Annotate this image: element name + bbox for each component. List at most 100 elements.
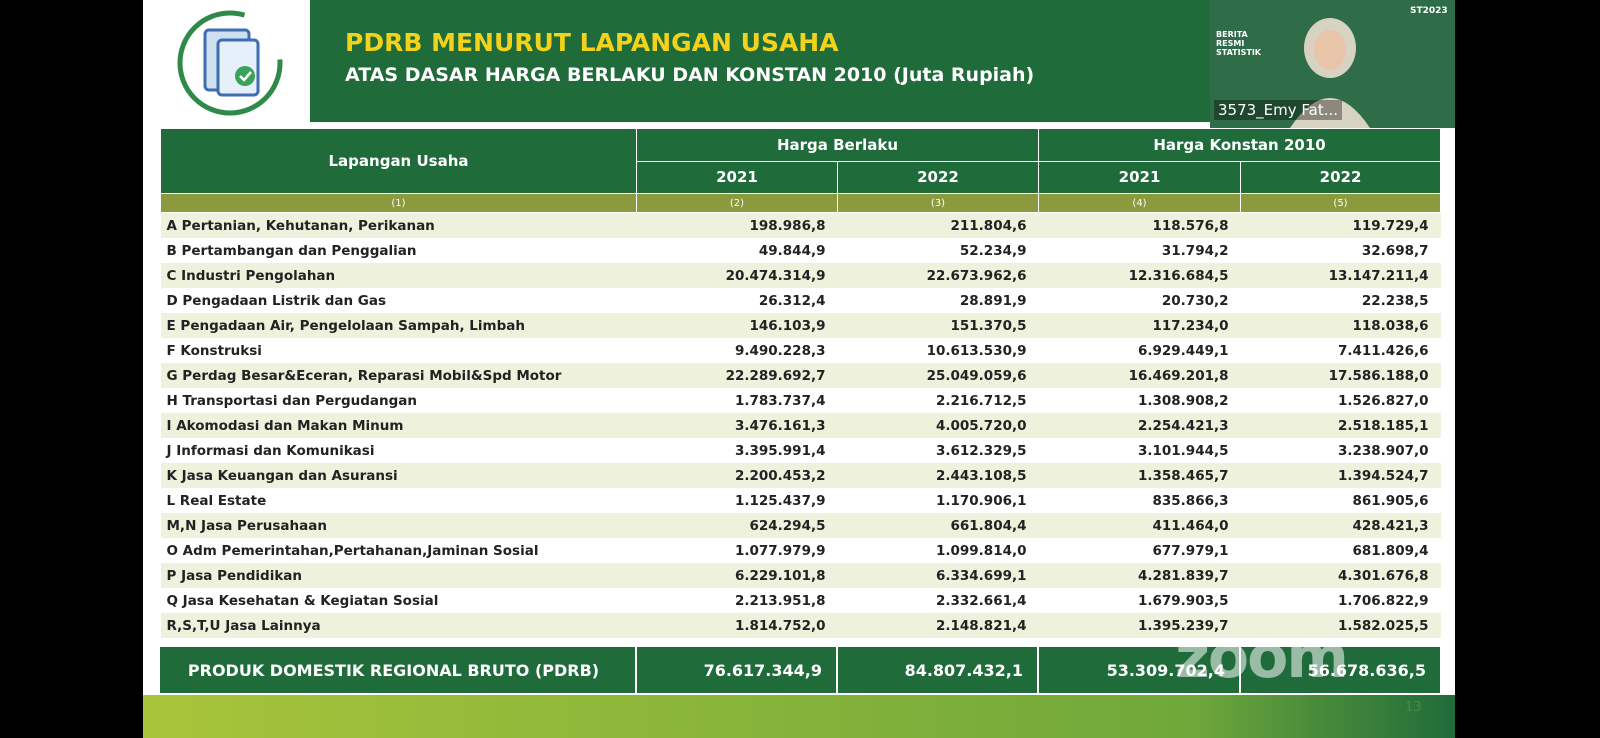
row-label: Q Jasa Kesehatan & Kegiatan Sosial xyxy=(166,592,439,609)
value-cell: 2.254.421,3 xyxy=(1038,413,1241,438)
value-cell: 1.077.979,9 xyxy=(734,542,826,559)
value-cell: 1.358.465,7 xyxy=(1038,463,1241,488)
table-row: R,S,T,U Jasa Lainnya 1.814.752,0 2.148.821… xyxy=(160,613,1441,638)
value-cell: 12.316.684,5 xyxy=(1038,263,1241,288)
row-label: K Jasa Keuangan dan Asuransi xyxy=(160,463,637,488)
value-cell: 26.312,4 xyxy=(758,292,826,309)
column-number: (3) xyxy=(836,193,1040,213)
row-label: L Real Estate xyxy=(166,492,267,509)
total-row: PRODUK DOMESTIK REGIONAL BRUTO (PDRB) 76.… xyxy=(160,647,1440,693)
value-cell: 4.005.720,0 xyxy=(837,413,1039,438)
value-cell: 32.698,7 xyxy=(1361,242,1429,259)
total-value: 84.807.432,1 xyxy=(836,647,1038,693)
value-cell: 2.200.453,2 xyxy=(636,463,838,488)
row-label: M,N Jasa Perusahaan xyxy=(160,513,637,538)
table-row: A Pertanian, Kehutanan, Perikanan 198.986… xyxy=(160,212,1441,238)
year-header: 2021 xyxy=(636,160,838,194)
table-row: B Pertambangan dan Penggalian 49.844,9 52.… xyxy=(161,238,1441,263)
row-label: G Perdag Besar&Eceran, Reparasi Mobil&Sp… xyxy=(160,363,637,388)
value-cell: 2.216.712,5 xyxy=(935,392,1027,409)
table-row: Q Jasa Kesehatan & Kegiatan Sosial 2.213.… xyxy=(161,588,1441,613)
value-cell: 1.308.908,2 xyxy=(1137,392,1229,409)
value-cell: 3.101.944,5 xyxy=(1137,442,1229,459)
table-row: K Jasa Keuangan dan Asuransi 2.200.453,2 2… xyxy=(160,463,1441,488)
value-cell: 25.049.059,6 xyxy=(837,363,1039,388)
value-cell: 20.730,2 xyxy=(1161,292,1229,309)
value-cell: 198.986,8 xyxy=(636,212,838,238)
total-label: PRODUK DOMESTIK REGIONAL BRUTO (PDRB) xyxy=(160,647,636,693)
badge: BERITA RESMI STATISTIK xyxy=(1216,30,1261,57)
row-label: P Jasa Pendidikan xyxy=(160,563,637,588)
value-cell: 6.229.101,8 xyxy=(636,563,838,588)
value-cell: 117.234,0 xyxy=(1038,313,1241,338)
value-cell: 6.929.449,1 xyxy=(1137,342,1229,359)
value-cell: 4.281.839,7 xyxy=(1038,563,1241,588)
value-cell: 146.103,9 xyxy=(636,313,838,338)
value-cell: 1.526.827,0 xyxy=(1337,392,1429,409)
value-cell: 119.729,4 xyxy=(1240,212,1441,238)
group-header: Harga Berlaku xyxy=(635,128,1040,162)
logo xyxy=(177,10,283,116)
value-cell: 2.332.661,4 xyxy=(935,592,1027,609)
page-number: 13 xyxy=(1405,700,1422,715)
value-cell: 1.394.524,7 xyxy=(1240,463,1441,488)
table-row: L Real Estate 1.125.437,9 1.170.906,1 835.8… xyxy=(161,488,1441,513)
value-cell: 1.582.025,5 xyxy=(1240,613,1441,638)
value-cell: 1.783.737,4 xyxy=(734,392,826,409)
value-cell: 3.476.161,3 xyxy=(636,413,838,438)
value-cell: 1.706.822,9 xyxy=(1337,592,1429,609)
participant-name: 3573_Emy Fat... xyxy=(1214,100,1343,120)
value-cell: 17.586.188,0 xyxy=(1240,363,1441,388)
table-row: F Konstruksi 9.490.228,3 10.613.530,9 6.929… xyxy=(161,338,1441,363)
column-header: Lapangan Usaha xyxy=(160,128,637,194)
group-header: Harga Konstan 2010 xyxy=(1038,128,1442,162)
brand: ST2023 xyxy=(1410,6,1448,16)
value-cell: 1.125.437,9 xyxy=(734,492,826,509)
video-thumbnail[interactable]: BERITA RESMI STATISTIK ST2023 xyxy=(1210,0,1455,128)
title: PDRB MENURUT LAPANGAN USAHA xyxy=(345,28,839,57)
value-cell: 22.238,5 xyxy=(1361,292,1429,309)
value-cell: 3.395.991,4 xyxy=(734,442,826,459)
row-label: C Industri Pengolahan xyxy=(160,263,637,288)
value-cell: 1.395.239,7 xyxy=(1038,613,1241,638)
value-cell: 6.334.699,1 xyxy=(837,563,1039,588)
table-row: E Pengadaan Air, Pengelolaan Sampah, Lim… xyxy=(160,313,1441,338)
value-cell: 16.469.201,8 xyxy=(1038,363,1241,388)
row-label: J Informasi dan Komunikasi xyxy=(166,442,375,459)
row-label: B Pertambangan dan Penggalian xyxy=(166,242,417,259)
row-label: R,S,T,U Jasa Lainnya xyxy=(160,613,637,638)
value-cell: 1.170.906,1 xyxy=(935,492,1027,509)
header-band xyxy=(310,0,1210,122)
value-cell: 624.294,5 xyxy=(636,513,838,538)
table-row: P Jasa Pendidikan 6.229.101,8 6.334.699,1 4… xyxy=(160,563,1441,588)
row-label: A Pertanian, Kehutanan, Perikanan xyxy=(160,212,637,238)
value-cell: 3.238.907,0 xyxy=(1337,442,1429,459)
value-cell: 31.794,2 xyxy=(1161,242,1229,259)
year-header: 2022 xyxy=(1240,160,1442,194)
table-row: G Perdag Besar&Eceran, Reparasi Mobil&Sp… xyxy=(160,363,1441,388)
value-cell: 28.891,9 xyxy=(959,292,1027,309)
value-cell: 1.099.814,0 xyxy=(935,542,1027,559)
value-cell: 2.443.108,5 xyxy=(837,463,1039,488)
value-cell: 411.464,0 xyxy=(1038,513,1241,538)
column-number: (1) xyxy=(160,193,637,213)
column-number: (4) xyxy=(1038,193,1242,213)
table-row: M,N Jasa Perusahaan 624.294,5 661.804,4 411… xyxy=(160,513,1441,538)
value-cell: 835.866,3 xyxy=(1152,492,1229,509)
row-label: E Pengadaan Air, Pengelolaan Sampah, Lim… xyxy=(160,313,637,338)
value-cell: 681.809,4 xyxy=(1352,542,1429,559)
value-cell: 118.576,8 xyxy=(1038,212,1241,238)
value-cell: 428.421,3 xyxy=(1240,513,1441,538)
value-cell: 22.673.962,6 xyxy=(837,263,1039,288)
watermark: zoom xyxy=(1175,622,1349,692)
row-label: D Pengadaan Listrik dan Gas xyxy=(166,292,387,309)
value-cell: 10.613.530,9 xyxy=(926,342,1027,359)
row-label: F Konstruksi xyxy=(166,342,262,359)
value-cell: 4.301.676,8 xyxy=(1240,563,1441,588)
footer-band xyxy=(143,695,1455,738)
subtitle: ATAS DASAR HARGA BERLAKU DAN KONSTAN 201… xyxy=(345,64,1035,86)
year-header: 2021 xyxy=(1038,160,1242,194)
year-header: 2022 xyxy=(836,160,1040,194)
row-label: O Adm Pemerintahan,Pertahanan,Jaminan So… xyxy=(166,542,539,559)
table-row: C Industri Pengolahan 20.474.314,9 22.673.… xyxy=(160,263,1441,288)
